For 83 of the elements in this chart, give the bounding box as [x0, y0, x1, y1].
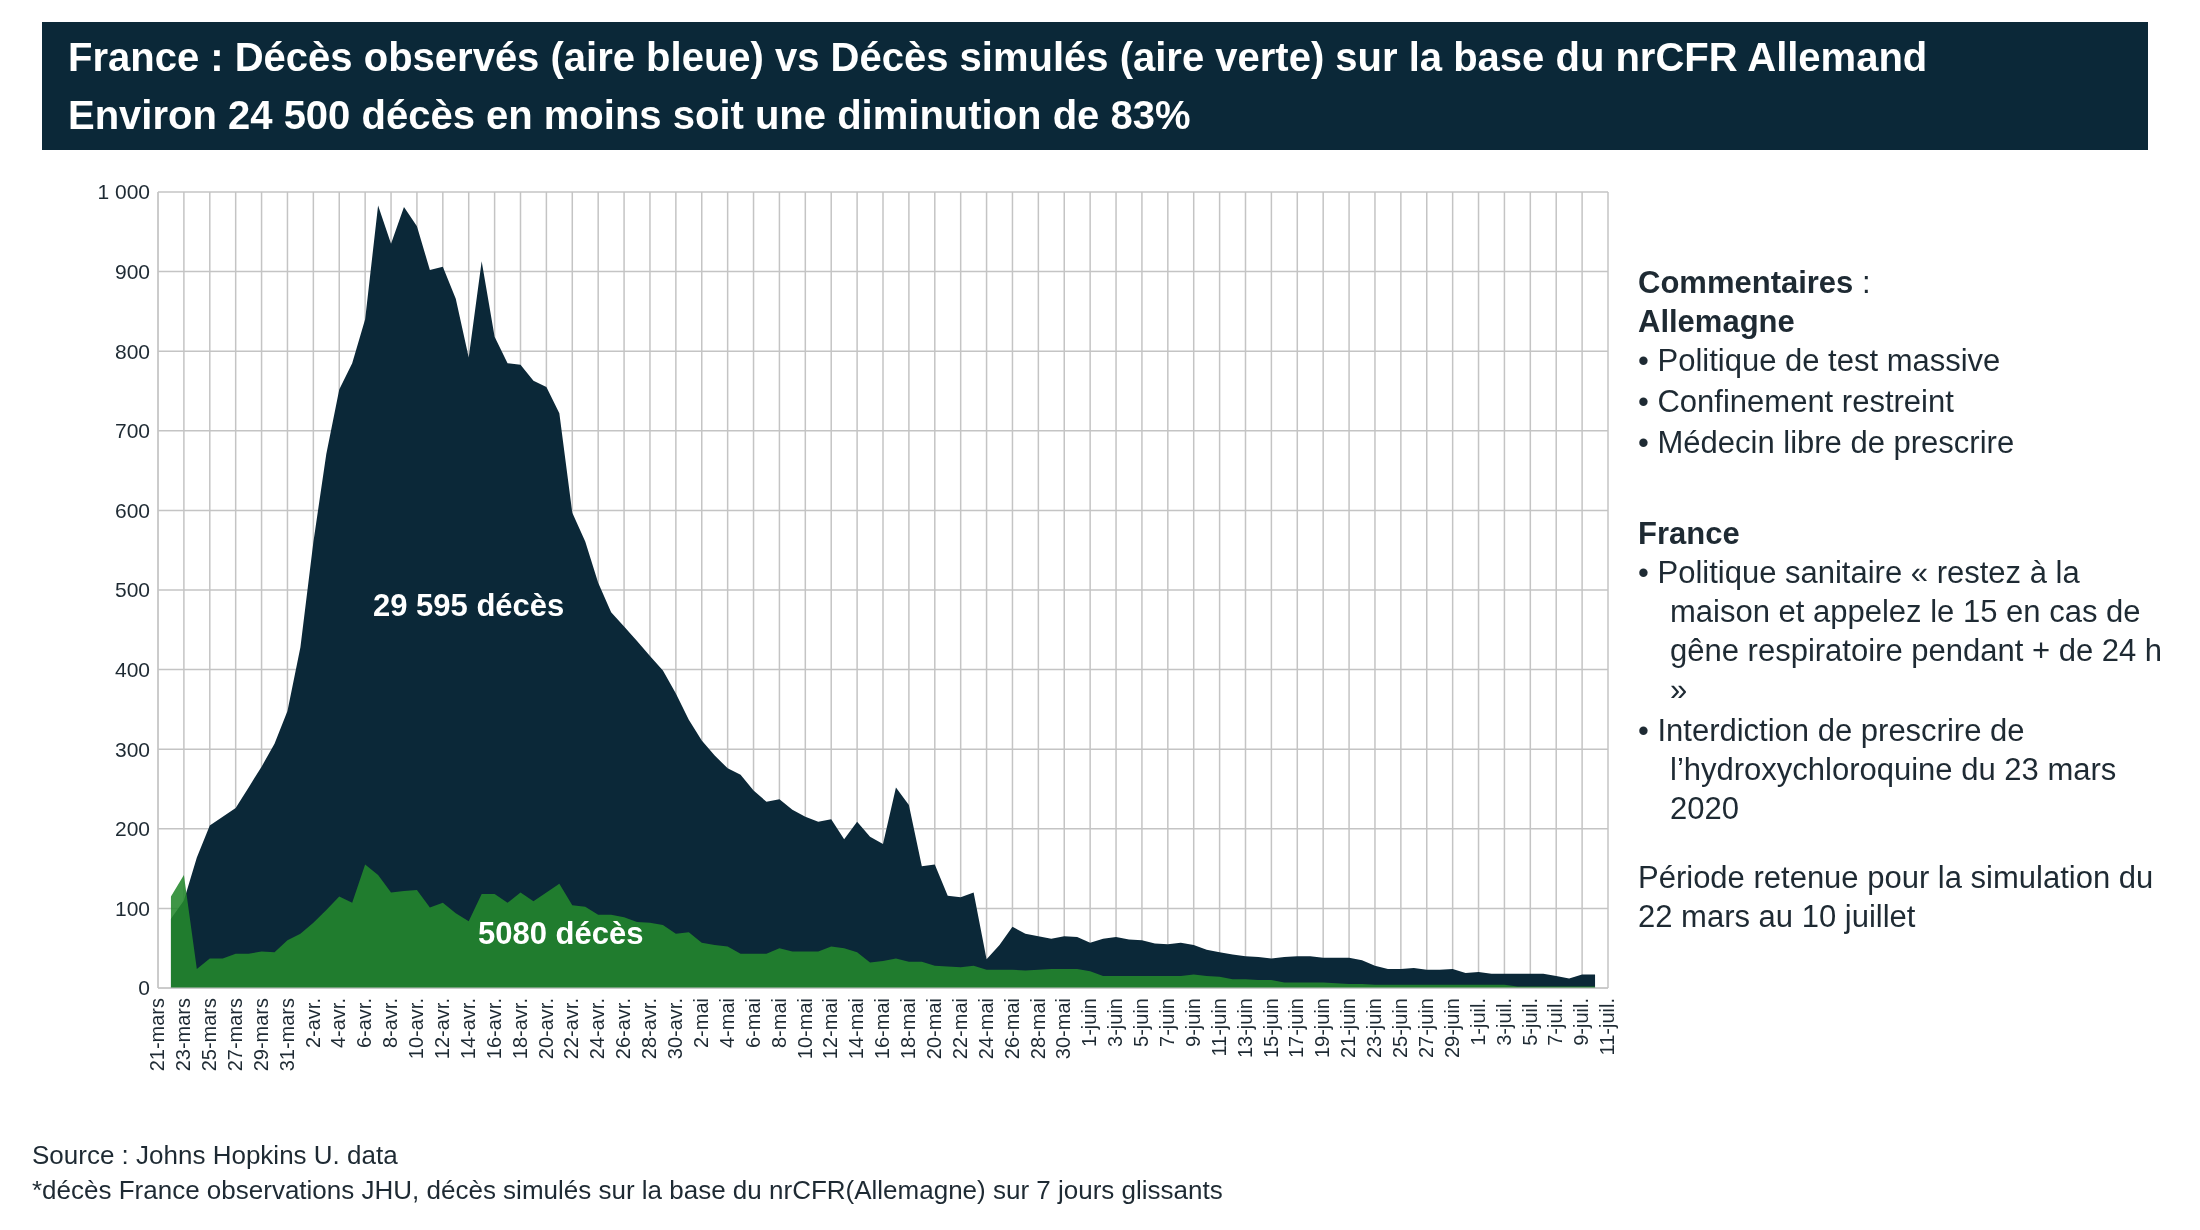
- x-tick-label: 6-avr.: [353, 998, 376, 1049]
- x-tick-label: 27-mars: [223, 998, 246, 1072]
- x-tick-label: 11-juin: [1207, 998, 1230, 1057]
- x-tick-label: 20-mai: [922, 998, 945, 1060]
- text: France: [1638, 515, 1741, 553]
- y-tick-label: 500: [114, 578, 150, 602]
- x-tick-label: 31-mars: [275, 998, 298, 1072]
- x-tick-label: 29-juin: [1440, 998, 1463, 1059]
- x-tick-label: 1-juin: [1078, 998, 1101, 1047]
- x-tick-label: 26-mai: [1000, 998, 1023, 1060]
- x-tick-label: 24-avr.: [586, 998, 609, 1060]
- text: Période retenue pour la simulation du 22 mars au 10 juillet: [1638, 859, 2155, 936]
- x-tick-label: 16-avr.: [482, 998, 505, 1060]
- text: Allemagne: [1638, 303, 1796, 341]
- x-tick-label: 13-juin: [1233, 998, 1256, 1059]
- x-tick-label: 25-mars: [197, 998, 220, 1072]
- x-tick-label: 3-juil.: [1492, 998, 1515, 1046]
- x-tick-label: 10-mai: [793, 998, 816, 1060]
- x-tick-label: 10-avr.: [405, 998, 428, 1060]
- x-tick-label: 23-juin: [1363, 998, 1386, 1059]
- x-tick-label: 5-juin: [1130, 998, 1153, 1047]
- x-tick-label: 7-juil.: [1544, 998, 1567, 1046]
- x-tick-label: 22-avr.: [560, 998, 583, 1060]
- x-tick-label: 30-avr.: [664, 998, 687, 1060]
- chart-subtitle: Environ 24 500 décès en moins soit une diminution de 83%: [68, 92, 1192, 139]
- x-tick-label: 19-juin: [1311, 998, 1334, 1059]
- x-tick-label: 22-mai: [948, 998, 971, 1060]
- y-tick-label: 400: [114, 658, 150, 682]
- y-tick-label: 200: [114, 817, 150, 841]
- annotation: 5080 décès: [478, 916, 644, 952]
- text: • Interdiction de prescrire de l’hydroxychloroquine du 23 mars 2020: [1638, 712, 2118, 828]
- y-tick-label: 0: [138, 976, 150, 1000]
- x-tick-label: 4-avr.: [327, 998, 350, 1049]
- x-tick-label: 24-mai: [974, 998, 997, 1060]
- text: *décès France observations JHU, décès simulés sur la base du nrCFR(Allemagne) sur 7 jours glissants: [32, 1174, 1223, 1207]
- x-tick-label: 4-mai: [715, 998, 738, 1049]
- x-tick-label: 30-mai: [1052, 998, 1075, 1060]
- text: • Confinement restreint: [1638, 383, 1955, 421]
- x-tick-label: 2-avr.: [301, 998, 324, 1049]
- x-tick-label: 9-juil.: [1570, 998, 1593, 1046]
- y-tick-label: 100: [114, 896, 150, 920]
- annotation: 29 595 décès: [373, 588, 565, 624]
- x-tick-label: 21-mars: [146, 998, 169, 1072]
- x-tick-label: 29-mars: [249, 998, 272, 1072]
- x-tick-label: 28-mai: [1026, 998, 1049, 1060]
- x-tick-label: 25-juin: [1389, 998, 1412, 1059]
- x-tick-label: 9-juin: [1181, 998, 1204, 1047]
- text: • Médecin libre de prescrire: [1638, 424, 2016, 462]
- x-tick-label: 18-mai: [897, 998, 920, 1060]
- chart-title: France : Décès observés (aire bleue) vs Décès simulés (aire verte) sur la base du nrCFR Allemand: [68, 34, 1929, 81]
- x-tick-label: 6-mai: [741, 998, 764, 1049]
- x-tick-label: 16-mai: [871, 998, 894, 1060]
- x-tick-label: 7-juin: [1156, 998, 1179, 1047]
- x-tick-label: 8-avr.: [379, 998, 402, 1049]
- x-tick-label: 21-juin: [1337, 998, 1360, 1059]
- y-tick-label: 800: [114, 339, 150, 363]
- x-tick-label: 2-mai: [689, 998, 712, 1049]
- x-tick-label: 27-juin: [1414, 998, 1437, 1059]
- x-tick-label: 11-juil.: [1596, 998, 1619, 1056]
- x-tick-label: 26-avr.: [612, 998, 635, 1060]
- y-tick-label: 1 000: [97, 180, 150, 204]
- source-note: Source : Johns Hopkins U. data: [32, 1139, 399, 1172]
- y-tick-label: 700: [114, 419, 150, 443]
- y-tick-label: 900: [114, 260, 150, 284]
- x-tick-label: 5-juil.: [1518, 998, 1541, 1046]
- x-tick-label: 14-avr.: [456, 998, 479, 1060]
- x-tick-label: 15-juin: [1259, 998, 1282, 1059]
- x-tick-label: 8-mai: [767, 998, 790, 1049]
- x-tick-label: 14-mai: [845, 998, 868, 1060]
- text: • Politique sanitaire « restez à la maison et appelez le 15 en cas de gêne respiratoire pendant + de 24 h »: [1638, 554, 2164, 709]
- x-tick-label: 12-avr.: [431, 998, 454, 1060]
- x-tick-label: 23-mars: [172, 998, 195, 1072]
- y-tick-label: 300: [114, 737, 150, 761]
- x-tick-label: 18-avr.: [508, 998, 531, 1060]
- y-tick-label: 600: [114, 498, 150, 522]
- x-tick-label: 3-juin: [1104, 998, 1127, 1047]
- x-tick-label: 17-juin: [1285, 998, 1308, 1059]
- text: • Politique de test massive: [1638, 342, 2002, 380]
- text: Commentaires :: [1638, 264, 1872, 302]
- x-tick-label: 1-juil.: [1466, 998, 1489, 1046]
- x-tick-label: 20-avr.: [534, 998, 557, 1060]
- x-tick-label: 12-mai: [819, 998, 842, 1060]
- x-tick-label: 28-avr.: [638, 998, 661, 1060]
